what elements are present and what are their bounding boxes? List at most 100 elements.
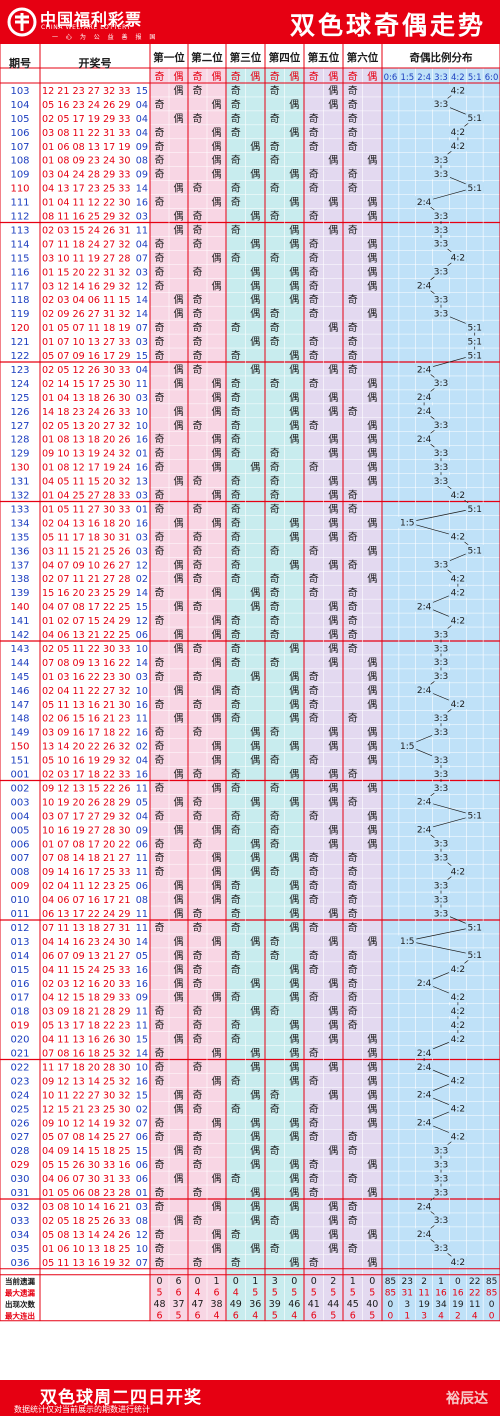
parity-mark: 奇: [231, 963, 241, 976]
parity-mark: 偶: [212, 935, 222, 948]
parity-mark: 偶: [289, 1033, 299, 1046]
ratio-mark: 3:3: [434, 881, 448, 891]
table-row: 028 04 09 14 15 18 25 15 偶奇偶奇偶奇: [10, 1144, 357, 1157]
blue-ball-cell: 01: [136, 1188, 148, 1199]
parity-mark: 偶: [250, 1005, 260, 1018]
stats-label: 当前遗漏: [5, 1276, 35, 1286]
parity-mark: 奇: [348, 223, 358, 236]
ratio-subheader: 1:5: [400, 73, 414, 83]
parity-mark: 奇: [348, 182, 358, 195]
parity-mark: 偶: [212, 377, 222, 390]
parity-mark: 偶: [289, 265, 299, 278]
parity-mark: 奇: [348, 879, 358, 892]
parity-mark: 偶: [212, 126, 222, 139]
parity-mark: 偶: [367, 196, 377, 209]
stats-value: 0: [156, 1276, 162, 1287]
ratio-mark-bg: [465, 112, 484, 124]
ratio-mark: 4:2: [451, 86, 465, 96]
parity-mark: 偶: [328, 558, 338, 571]
parity-mark: 偶: [289, 168, 299, 181]
issue-cell: 008: [10, 867, 29, 878]
parity-mark: 偶: [367, 516, 377, 529]
ratio-mark: 5:1: [467, 951, 481, 961]
issue-cell: 127: [10, 421, 29, 432]
parity-mark: 奇: [231, 419, 241, 432]
red-balls-cell: 08 11 16 25 29 32: [42, 212, 131, 223]
table-row: 142 04 06 13 21 22 25 06 偶偶奇奇偶奇: [10, 628, 357, 641]
parity-mark: 偶: [250, 1130, 260, 1143]
table-row: 023 09 12 13 14 25 32 16 奇偶奇偶奇偶: [10, 1074, 377, 1087]
ratio-mark-bg: [448, 698, 467, 710]
red-balls-cell: 03 09 16 17 18 22: [42, 728, 131, 739]
even-subheader: 偶: [328, 70, 338, 83]
parity-mark: 奇: [270, 656, 280, 669]
red-balls-cell: 15 16 20 23 25 29: [42, 588, 131, 599]
parity-mark: 奇: [155, 502, 165, 515]
table-row: 130 01 08 12 17 19 24 16 奇偶偶奇奇偶: [10, 461, 377, 474]
red-balls-cell: 10 11 22 27 30 32: [42, 1090, 131, 1101]
stats-value: 6: [311, 1310, 317, 1321]
parity-mark: 偶: [174, 642, 184, 655]
table-row: 002 09 12 13 15 22 26 11 奇偶奇奇偶偶: [10, 781, 377, 794]
blue-ball-cell: 16: [136, 1076, 148, 1087]
position-header: 第一位: [153, 51, 185, 64]
parity-mark: 偶: [250, 851, 260, 864]
stats-ratio-value: 3: [421, 1311, 427, 1321]
blue-ball-cell: 02: [136, 1104, 148, 1115]
blue-ball-cell: 03: [136, 393, 148, 404]
parity-mark: 偶: [367, 572, 377, 585]
table-row: 127 02 05 13 20 27 32 10 偶奇奇偶奇偶: [10, 419, 377, 432]
parity-mark: 奇: [231, 1074, 241, 1087]
blue-ball-cell: 07: [136, 1258, 148, 1269]
parity-mark: 偶: [289, 1019, 299, 1032]
parity-mark: 奇: [309, 293, 319, 306]
ratio-mark: 5:1: [467, 505, 481, 515]
header-banner: 中国福利彩票 CHINA WELFARE LOTTERY 一 心 为 公 益 善…: [0, 0, 500, 44]
blue-ball-cell: 03: [136, 1202, 148, 1213]
ratio-mark: 2:4: [417, 1063, 432, 1073]
parity-mark: 偶: [289, 795, 299, 808]
red-balls-cell: 02 04 11 12 23 25: [42, 881, 131, 892]
parity-mark: 偶: [289, 391, 299, 404]
ratio-mark-bg: [432, 419, 450, 431]
parity-mark: 奇: [231, 809, 241, 822]
parity-mark: 偶: [212, 433, 222, 446]
table-row: 128 01 08 13 18 20 26 16 奇偶奇偶偶偶: [10, 433, 377, 446]
parity-mark: 奇: [231, 154, 241, 167]
ratio-mark-bg: [432, 154, 450, 166]
table-row: 129 09 10 13 19 24 32 01 奇偶奇奇偶偶: [10, 447, 377, 460]
parity-mark: 奇: [193, 237, 203, 250]
parity-mark: 奇: [270, 307, 280, 320]
blue-ball-cell: 01: [136, 504, 148, 515]
stats-value: 5: [330, 1287, 336, 1298]
ratio-mark: 3:3: [434, 770, 448, 780]
parity-mark: 奇: [155, 1047, 165, 1060]
parity-mark: 奇: [348, 1144, 358, 1157]
blue-ball-cell: 11: [136, 714, 148, 725]
ratio-mark: 2:4: [417, 1119, 432, 1129]
ratio-mark-bg: [415, 823, 434, 835]
parity-mark: 奇: [231, 893, 241, 906]
parity-mark: 奇: [348, 768, 358, 781]
even-subheader: 偶: [289, 70, 299, 83]
red-balls-cell: 04 11 15 24 25 33: [42, 965, 131, 976]
ratio-mark-bg: [432, 461, 450, 473]
parity-mark: 偶: [328, 1033, 338, 1046]
blue-ball-cell: 07: [136, 253, 148, 264]
parity-mark: 奇: [309, 182, 319, 195]
table-row: 007 07 08 14 18 21 27 11 奇偶偶偶奇奇: [10, 851, 357, 864]
issue-cell: 108: [10, 156, 29, 167]
parity-mark: 奇: [309, 1116, 319, 1129]
table-row: 125 01 04 13 18 26 30 03 奇偶奇偶偶偶: [10, 391, 377, 404]
ratio-mark: 5:1: [467, 323, 481, 333]
parity-mark: 奇: [309, 879, 319, 892]
ratio-mark-bg: [465, 349, 484, 361]
red-balls-cell: 02 03 12 16 20 33: [42, 979, 131, 990]
issue-cell: 130: [10, 463, 29, 474]
issue-cell: 142: [10, 630, 29, 641]
table-row: 124 02 14 15 17 25 30 11 偶偶奇奇奇偶: [10, 377, 377, 390]
parity-mark: 偶: [289, 712, 299, 725]
parity-mark: 偶: [328, 154, 338, 167]
parity-mark: 奇: [231, 251, 241, 264]
issue-cell: 132: [10, 491, 29, 502]
